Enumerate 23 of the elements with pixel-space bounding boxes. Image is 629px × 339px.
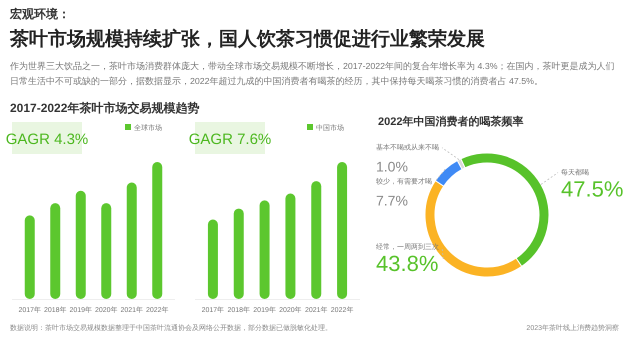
data-label: 43.8% xyxy=(376,250,438,276)
chart-title: 2017-2022年茶叶市场交易规模趋势 xyxy=(10,101,200,115)
bar xyxy=(234,208,244,299)
bar xyxy=(126,182,137,299)
bar xyxy=(101,203,112,299)
data-label: 1.0% xyxy=(376,158,408,175)
chart-title: 2022年中国消费者的喝茶频率 xyxy=(378,115,524,128)
bar xyxy=(152,162,162,299)
text: GAGR 7.6% xyxy=(188,131,272,148)
bar xyxy=(208,220,218,299)
text: 宏观环境： xyxy=(10,6,70,23)
text: GAGR 4.3% xyxy=(6,131,88,148)
bar xyxy=(337,162,348,299)
bar xyxy=(24,215,35,299)
bar xyxy=(285,194,296,299)
text: 作为世界三大饮品之一，茶叶市场消费群体庞大，带动全球市场交易规模不断增长，2017-2022年间的复合年增长率为 4.3%；在国内，茶叶更是成为人们日常生活中不可或缺的一部分，据数据显示，2022年超过九成的中国消费者有喝茶的经历，其中保持每天喝茶习惯的消费者占 47.5%。 xyxy=(10,60,616,88)
bar xyxy=(50,203,60,299)
text: 茶叶市场规模持续扩张，国人饮茶习惯促进行业繁荣发展 xyxy=(10,28,485,52)
data-label: 47.5% xyxy=(561,176,624,202)
bar xyxy=(311,181,322,299)
data-label: 7.7% xyxy=(376,192,408,209)
bar xyxy=(260,200,270,299)
bar xyxy=(76,190,86,299)
